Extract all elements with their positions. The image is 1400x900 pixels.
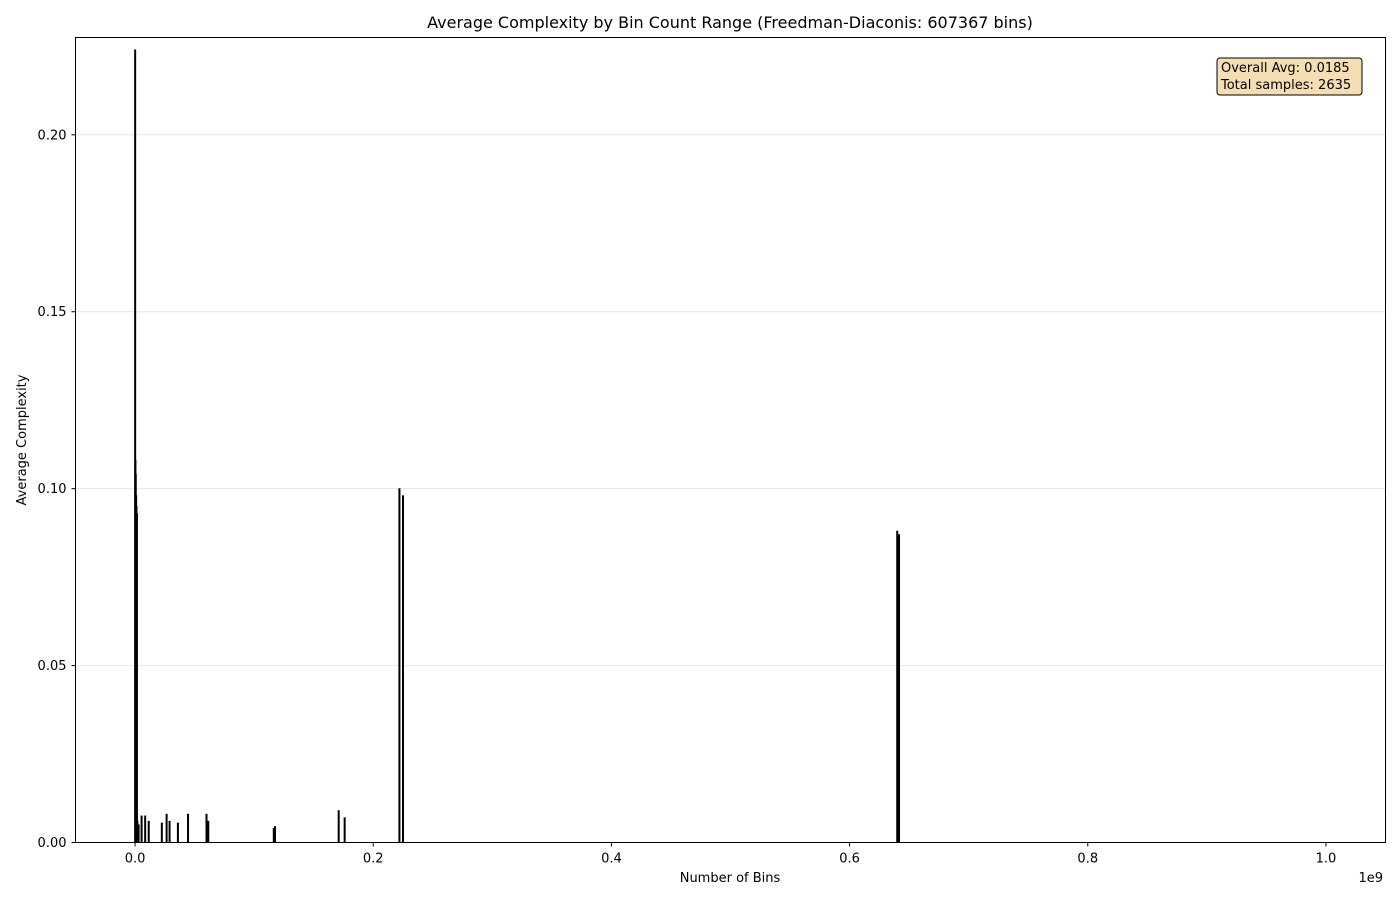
x-tick-label: 0.8 xyxy=(1077,852,1098,867)
y-axis-label: Average Complexity xyxy=(15,374,30,505)
bar xyxy=(398,488,401,843)
x-tick-label: 0.4 xyxy=(601,852,622,867)
plot-frame xyxy=(75,37,1386,843)
y-tick-label: 0.05 xyxy=(38,659,67,674)
bar xyxy=(140,815,143,843)
bar xyxy=(160,822,163,843)
stats-box: Overall Avg: 0.0185 Total samples: 2635 xyxy=(1216,57,1363,96)
x-axis-label: Number of Bins xyxy=(680,871,781,886)
bar xyxy=(898,534,901,843)
y-tick-label: 0.10 xyxy=(38,482,67,497)
bar xyxy=(401,495,404,843)
bar xyxy=(896,530,899,843)
bar xyxy=(343,817,346,843)
ticks-layer: 0.00 0.05 0.10 0.15 0.20 0.0 0.2 0.4 0.6 0.8 1.0 xyxy=(38,128,1337,866)
y-tick-label: 0.00 xyxy=(38,836,67,851)
x-tick-label: 0.2 xyxy=(363,852,384,867)
bar xyxy=(137,824,140,843)
grid-layer xyxy=(75,134,1386,667)
bar xyxy=(273,826,276,843)
stats-total-samples: Total samples: 2635 xyxy=(1220,78,1351,93)
bar xyxy=(176,822,179,843)
bar xyxy=(135,513,138,843)
bars-layer xyxy=(134,49,901,843)
y-tick-label: 0.15 xyxy=(38,305,67,320)
chart-title: Average Complexity by Bin Count Range (F… xyxy=(427,13,1033,32)
x-tick-label: 0.6 xyxy=(839,852,860,867)
y-tick-label: 0.20 xyxy=(38,128,67,143)
bar xyxy=(337,810,340,843)
bar xyxy=(205,813,208,843)
x-tick-label: 0.0 xyxy=(125,852,146,867)
bar xyxy=(207,820,210,843)
x-axis-offset-label: 1e9 xyxy=(1358,871,1383,886)
stats-overall-avg: Overall Avg: 0.0185 xyxy=(1221,61,1350,76)
x-tick-label: 1.0 xyxy=(1316,852,1337,867)
bar xyxy=(187,813,190,843)
bar xyxy=(147,820,150,843)
bar xyxy=(165,813,168,843)
bar xyxy=(144,815,147,843)
stats-box-background xyxy=(1216,57,1363,96)
bar xyxy=(168,820,171,843)
